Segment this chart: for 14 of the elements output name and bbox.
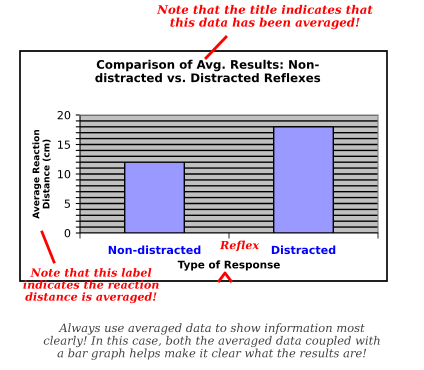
y-tick-label: 20 (58, 110, 70, 120)
text: Note that the title indicates that this data has been averaged! (156, 4, 373, 30)
y-tick-label: 15 (58, 140, 70, 149)
y-axis-title: Average Reaction Distance (cm) (32, 130, 51, 219)
x-axis-title: Type of Response (178, 260, 280, 271)
y-tick-label: 10 (58, 170, 70, 178)
y-tick-label: 0 (64, 228, 70, 238)
text: Reflex (220, 240, 260, 252)
x-tick-label: Distracted (272, 246, 336, 254)
text: Note that this label indicates the reaction distance is averaged! (23, 268, 159, 304)
chart-title: Comparison of Avg. Results: Non- distracted vs. Distracted Reflexes (95, 60, 320, 82)
y-tick-label: 5 (64, 200, 70, 208)
text: Always use averaged data to show information most clearly! In this case, both the averaged data coupled with a bar graph helps make it clear what the results are! (44, 323, 380, 360)
x-tick-label: Non-distracted (108, 246, 200, 254)
